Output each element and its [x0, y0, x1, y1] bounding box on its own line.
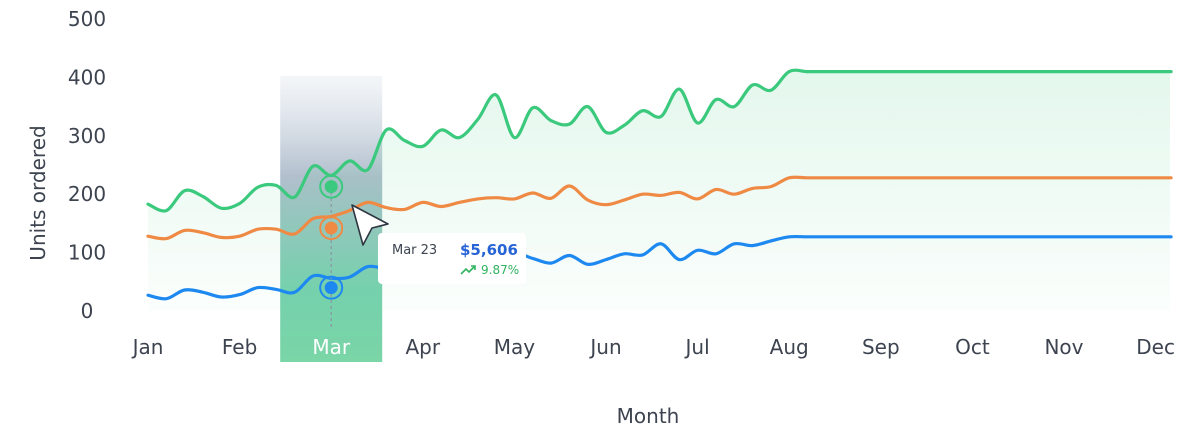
series-line-2	[146, 175, 1173, 241]
x-axis-ticks: Jan Feb Mar Apr May Jun Jul Aug Sep Oct Nov Dec	[131, 335, 1175, 359]
x-tick-label: Apr	[405, 335, 440, 359]
series-line-3	[146, 234, 1173, 301]
x-tick-label: Sep	[862, 335, 900, 359]
y-tick-label: 300	[68, 124, 106, 148]
x-tick-label: Jul	[684, 335, 710, 359]
highlight-markers-layer	[319, 174, 344, 330]
y-tick-label: 0	[81, 299, 94, 323]
tooltip-box	[378, 233, 526, 284]
y-tick-label: 200	[68, 182, 106, 206]
x-tick-label: Oct	[955, 335, 990, 359]
x-tick-label: Mar	[312, 335, 351, 359]
y-tick-label: 500	[68, 7, 106, 31]
tooltip-value: $5,606	[460, 241, 518, 259]
x-tick-label: May	[494, 335, 536, 359]
x-tick-label: Feb	[222, 335, 257, 359]
x-tick-label: Jun	[588, 335, 621, 359]
highlight-point-1	[324, 180, 338, 194]
x-tick-label: Aug	[770, 335, 809, 359]
y-tick-label: 400	[68, 65, 106, 89]
x-tick-label: Jan	[131, 335, 164, 359]
trend-up-icon	[460, 265, 476, 275]
highlight-point-ring-2	[319, 216, 344, 241]
tooltip-change: 9.87%	[481, 263, 519, 277]
highlight-point-ring-3	[319, 275, 344, 300]
y-tick-label: 100	[68, 241, 106, 265]
tooltip-date: Mar 23	[392, 243, 437, 258]
y-axis-ticks: 0 100 200 300 400 500	[68, 7, 106, 323]
highlight-point-2	[324, 221, 338, 235]
highlight-point-ring-1	[319, 174, 344, 199]
series-lines-layer	[146, 68, 1173, 301]
x-axis-title: Month	[617, 404, 680, 428]
highlight-point-3	[324, 281, 338, 295]
cursor-arrow-icon	[351, 204, 389, 246]
tooltip: Mar 23 $5,606 9.87%	[378, 233, 526, 284]
x-tick-label: Nov	[1044, 335, 1083, 359]
x-tick-label: Dec	[1136, 335, 1175, 359]
y-axis-title: Units ordered	[26, 125, 50, 260]
series-line-1	[146, 68, 1173, 213]
